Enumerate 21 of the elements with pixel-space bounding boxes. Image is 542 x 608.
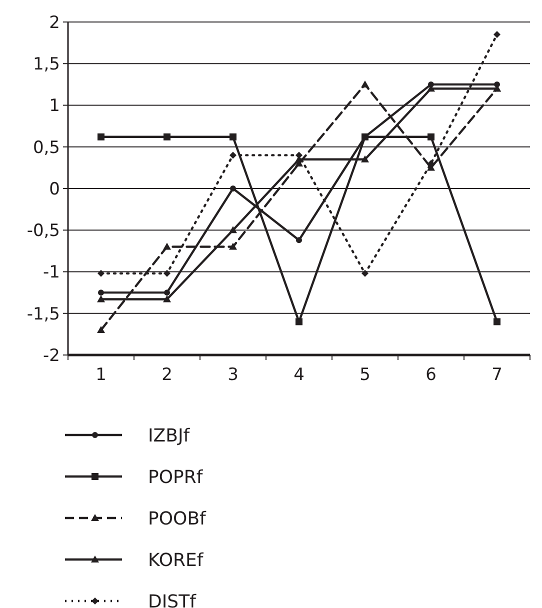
y-tick-label: 0 (49, 179, 60, 200)
x-tick-label: 7 (492, 365, 502, 385)
legend-label: POOBf (148, 508, 207, 530)
y-tick-label: 2 (49, 12, 60, 33)
y-tick-label: -0,5 (26, 221, 60, 242)
legend-label: DISTf (148, 591, 197, 608)
x-tick-label: 6 (426, 365, 436, 385)
y-tick-label: 1 (49, 96, 60, 116)
y-tick-label: -1 (43, 262, 60, 283)
y-tick-label: -1,5 (26, 304, 60, 324)
x-tick-label: 1 (96, 365, 106, 385)
x-tick-label: 5 (360, 365, 370, 385)
x-tick-label: 4 (294, 365, 304, 385)
y-tick-label: 1,5 (32, 54, 60, 75)
x-tick-label: 2 (162, 365, 172, 385)
legend-label: KOREf (148, 550, 204, 571)
y-tick-label: -2 (43, 346, 60, 366)
y-tick-label: 0,5 (32, 138, 60, 158)
x-tick-label: 3 (228, 365, 238, 385)
legend-label: POPRf (148, 466, 204, 488)
legend-label: IZBJf (148, 425, 190, 446)
